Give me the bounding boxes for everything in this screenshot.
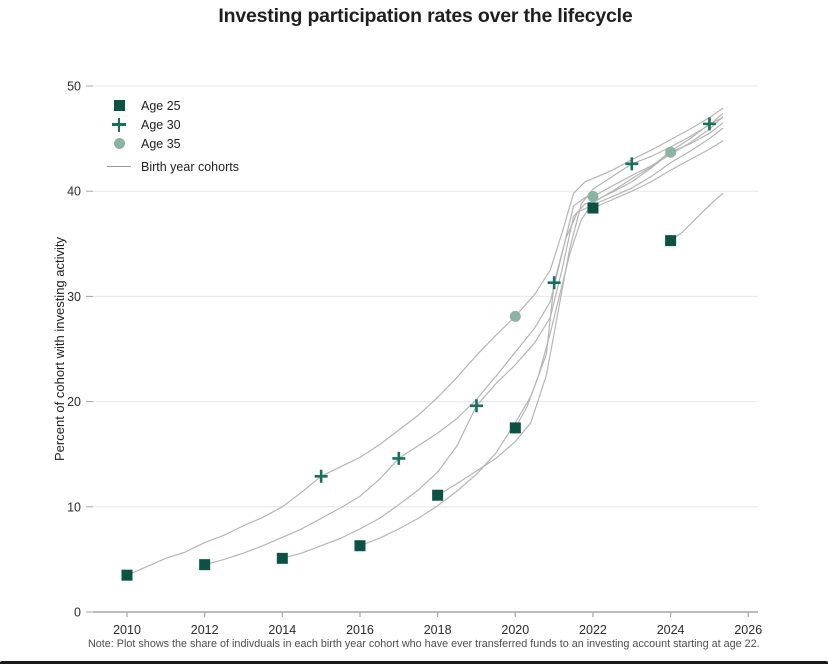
cohort-line-icon: [107, 166, 131, 167]
svg-text:2018: 2018: [424, 623, 452, 637]
window-bottom-edge: [0, 661, 828, 664]
chart-title: Investing participation rates over the l…: [218, 5, 633, 27]
y-axis-title: Percent of cohort with investing activit…: [52, 86, 67, 612]
age-markers: [121, 117, 716, 581]
svg-text:10: 10: [67, 500, 81, 514]
cohort-age25-2020: [514, 117, 724, 429]
svg-text:2022: 2022: [579, 623, 607, 637]
age-25-square-icon: [107, 100, 131, 111]
cohort-age25-2016: [359, 127, 724, 547]
svg-text:40: 40: [67, 185, 81, 199]
svg-text:50: 50: [67, 80, 81, 94]
svg-text:30: 30: [67, 290, 81, 304]
svg-text:2026: 2026: [734, 623, 762, 637]
series-age-35: [509, 146, 677, 322]
cohort-age25-2022: [592, 140, 724, 209]
svg-text:2020: 2020: [501, 623, 529, 637]
cohort-age25-2012: [204, 116, 724, 566]
svg-text:2024: 2024: [657, 623, 685, 637]
cohort-age25-2014: [282, 122, 724, 559]
y-axis-tick-labels: 0 10 20 30 40 50: [67, 80, 81, 620]
y-axis-title-text: Percent of cohort with investing activit…: [52, 237, 67, 461]
svg-text:2016: 2016: [346, 623, 374, 637]
svg-text:2012: 2012: [191, 623, 219, 637]
svg-text:20: 20: [67, 395, 81, 409]
cohort-age25-2018: [437, 112, 724, 496]
legend-label: Birth year cohorts: [141, 159, 239, 174]
gridlines: [86, 85, 758, 613]
legend-item-age-25: Age 25: [107, 96, 239, 115]
x-axis: 2010 2012 2014 2016 2018 2020 2022 2024 2026: [93, 611, 762, 637]
birth-year-cohort-lines: [126, 107, 724, 576]
footnote: Note: Plot shows the share of indivduals…: [88, 638, 760, 650]
legend-label: Age 35: [141, 136, 181, 151]
svg-text:2010: 2010: [113, 623, 141, 637]
series-age-25: [121, 202, 677, 581]
legend-label: Age 30: [141, 117, 181, 132]
legend-item-birth-year-cohorts: Birth year cohorts: [107, 157, 239, 176]
legend-item-age-35: Age 35: [107, 134, 239, 153]
series-age-30: [314, 117, 716, 483]
age-30-plus-icon: [107, 117, 131, 132]
cohort-age25-2010: [126, 107, 724, 576]
age-35-circle-icon: [107, 138, 131, 149]
svg-text:0: 0: [74, 606, 81, 620]
legend-item-age-30: Age 30: [107, 115, 239, 134]
legend-label: Age 25: [141, 98, 181, 113]
legend: Age 25 Age 30 Age 35 Birth year cohorts: [107, 96, 239, 176]
svg-text:2014: 2014: [268, 623, 296, 637]
cohort-age25-2024: [670, 192, 724, 242]
